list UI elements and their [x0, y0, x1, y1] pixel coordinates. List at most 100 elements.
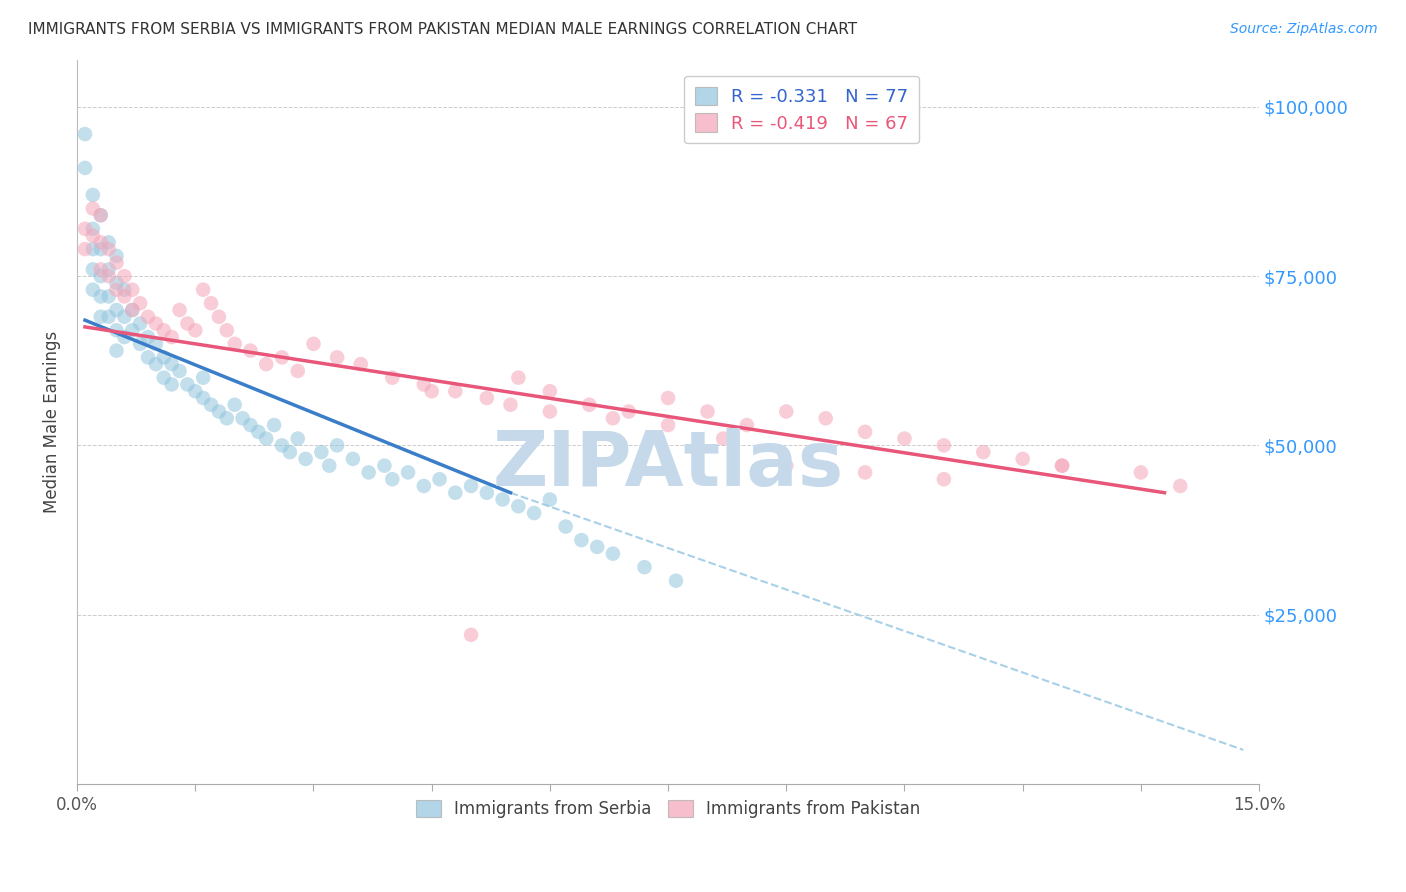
- Legend: Immigrants from Serbia, Immigrants from Pakistan: Immigrants from Serbia, Immigrants from …: [408, 791, 929, 826]
- Point: [129, 296, 152, 310]
- Point: [429, 472, 451, 486]
- Point: [82, 228, 104, 243]
- Point: [82, 202, 104, 216]
- Point: [97, 235, 120, 250]
- Point: [287, 432, 309, 446]
- Point: [586, 540, 609, 554]
- Point: [97, 242, 120, 256]
- Point: [176, 377, 198, 392]
- Point: [263, 418, 285, 433]
- Point: [184, 384, 207, 399]
- Point: [554, 519, 576, 533]
- Point: [271, 438, 294, 452]
- Point: [90, 235, 112, 250]
- Point: [193, 391, 215, 405]
- Point: [121, 283, 143, 297]
- Point: [112, 330, 135, 344]
- Point: [136, 330, 159, 344]
- Point: [90, 208, 112, 222]
- Point: [775, 458, 797, 473]
- Point: [602, 411, 624, 425]
- Point: [73, 242, 96, 256]
- Point: [381, 370, 404, 384]
- Point: [200, 296, 222, 310]
- Point: [602, 547, 624, 561]
- Point: [160, 357, 183, 371]
- Point: [73, 127, 96, 141]
- Point: [460, 628, 482, 642]
- Point: [136, 310, 159, 324]
- Point: [523, 506, 546, 520]
- Point: [82, 242, 104, 256]
- Point: [152, 351, 174, 365]
- Point: [711, 432, 734, 446]
- Point: [97, 269, 120, 284]
- Point: [412, 377, 434, 392]
- Point: [215, 323, 238, 337]
- Point: [475, 485, 498, 500]
- Point: [932, 438, 955, 452]
- Point: [633, 560, 655, 574]
- Point: [294, 451, 316, 466]
- Point: [121, 303, 143, 318]
- Point: [311, 445, 333, 459]
- Point: [105, 249, 128, 263]
- Point: [176, 317, 198, 331]
- Point: [121, 323, 143, 337]
- Point: [444, 384, 467, 399]
- Point: [1129, 466, 1152, 480]
- Point: [491, 492, 513, 507]
- Point: [1050, 458, 1073, 473]
- Point: [112, 289, 135, 303]
- Point: [169, 303, 191, 318]
- Point: [160, 330, 183, 344]
- Point: [412, 479, 434, 493]
- Point: [232, 411, 254, 425]
- Point: [208, 404, 231, 418]
- Point: [538, 492, 561, 507]
- Point: [90, 262, 112, 277]
- Point: [350, 357, 373, 371]
- Point: [357, 466, 380, 480]
- Point: [508, 500, 530, 514]
- Point: [665, 574, 688, 588]
- Point: [97, 262, 120, 277]
- Point: [538, 384, 561, 399]
- Point: [420, 384, 443, 399]
- Point: [208, 310, 231, 324]
- Point: [893, 432, 915, 446]
- Point: [342, 451, 364, 466]
- Point: [82, 283, 104, 297]
- Point: [152, 323, 174, 337]
- Point: [475, 391, 498, 405]
- Point: [112, 310, 135, 324]
- Point: [735, 418, 758, 433]
- Point: [578, 398, 600, 412]
- Point: [373, 458, 395, 473]
- Point: [318, 458, 340, 473]
- Point: [499, 398, 522, 412]
- Point: [326, 351, 349, 365]
- Point: [239, 418, 262, 433]
- Point: [853, 466, 876, 480]
- Point: [932, 472, 955, 486]
- Point: [121, 303, 143, 318]
- Point: [302, 336, 325, 351]
- Point: [396, 466, 419, 480]
- Point: [1050, 458, 1073, 473]
- Point: [775, 404, 797, 418]
- Point: [254, 432, 277, 446]
- Point: [538, 404, 561, 418]
- Point: [617, 404, 640, 418]
- Point: [193, 370, 215, 384]
- Point: [224, 336, 246, 351]
- Point: [215, 411, 238, 425]
- Point: [105, 255, 128, 269]
- Point: [1011, 451, 1033, 466]
- Point: [136, 351, 159, 365]
- Point: [152, 370, 174, 384]
- Point: [129, 317, 152, 331]
- Point: [460, 479, 482, 493]
- Point: [105, 343, 128, 358]
- Point: [278, 445, 301, 459]
